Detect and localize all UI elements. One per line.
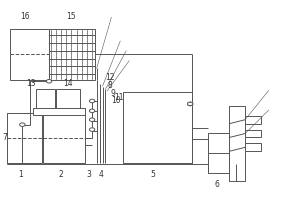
Text: 16: 16: [20, 12, 30, 21]
Bar: [33, 108, 85, 115]
Bar: [245, 143, 262, 151]
Text: 12: 12: [105, 73, 115, 82]
Text: 6: 6: [214, 180, 219, 189]
Bar: [36, 89, 55, 109]
Circle shape: [89, 99, 95, 103]
Bar: [11, 29, 49, 80]
Circle shape: [89, 109, 95, 113]
Bar: [229, 106, 245, 181]
Text: 8: 8: [108, 81, 112, 90]
Circle shape: [46, 79, 52, 83]
Bar: [8, 113, 42, 163]
Circle shape: [89, 118, 95, 121]
Text: 2: 2: [58, 170, 63, 179]
Bar: [245, 116, 262, 124]
Bar: [49, 29, 95, 80]
Text: 13: 13: [26, 79, 36, 88]
Bar: [56, 89, 80, 109]
Circle shape: [89, 128, 95, 131]
Text: 1: 1: [18, 170, 23, 179]
Circle shape: [20, 123, 25, 126]
Bar: [245, 130, 262, 137]
Text: 7: 7: [2, 133, 7, 142]
Bar: [43, 113, 85, 163]
Bar: [208, 133, 230, 173]
Text: 14: 14: [64, 79, 73, 88]
Text: 10: 10: [111, 96, 121, 105]
Bar: [123, 92, 192, 163]
Text: 4: 4: [99, 170, 103, 179]
Text: 11: 11: [114, 93, 124, 102]
Text: 15: 15: [67, 12, 76, 21]
Text: 5: 5: [151, 170, 155, 179]
Text: 3: 3: [87, 170, 92, 179]
Circle shape: [188, 102, 193, 106]
Text: 9: 9: [110, 89, 116, 98]
Circle shape: [188, 102, 193, 106]
